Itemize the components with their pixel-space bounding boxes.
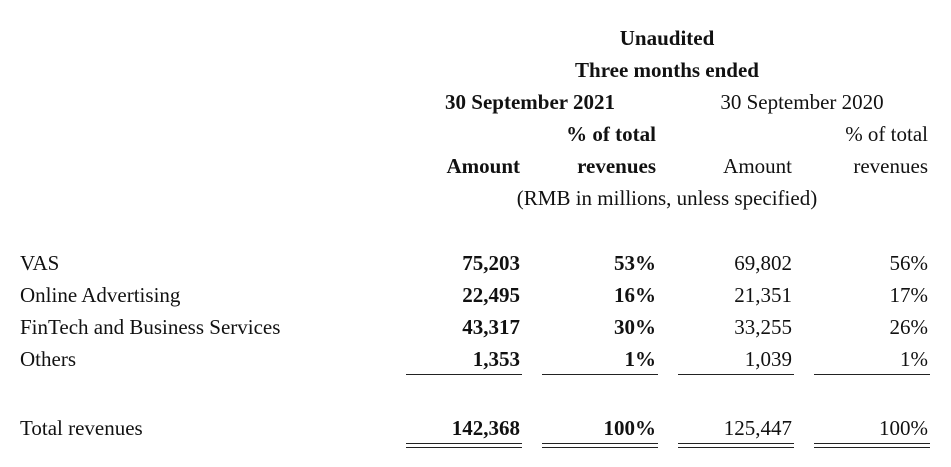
pct-2020-cell: 1% [900, 347, 928, 371]
total-double-rule [542, 443, 658, 444]
amount-label-prior: Amount [723, 154, 792, 178]
total-double-rule [678, 447, 794, 448]
date-current-heading: 30 September 2021 [445, 90, 615, 114]
pct-2021-cell: 53% [614, 251, 656, 275]
total-amount-2020: 125,447 [723, 416, 792, 440]
pct-2020-cell: 56% [889, 251, 929, 275]
row-label: VAS [20, 251, 60, 275]
subtotal-rule [406, 374, 522, 375]
amount-2020-cell: 21,351 [734, 283, 792, 307]
row-label: Others [20, 347, 76, 371]
pct-top-prior: % of total [845, 122, 928, 146]
amount-2021-cell: 43,317 [462, 315, 520, 339]
total-double-rule [678, 443, 794, 444]
audit-status-heading: Unaudited [619, 26, 715, 50]
subtotal-rule [542, 374, 658, 375]
total-double-rule [542, 447, 658, 448]
pct-2020-cell: 17% [889, 283, 929, 307]
amount-2020-cell: 69,802 [734, 251, 792, 275]
pct-2021-cell: 16% [614, 283, 656, 307]
amount-2020-cell: 1,039 [744, 347, 792, 371]
amount-label-current: Amount [446, 154, 520, 178]
pct-2021-cell: 30% [614, 315, 656, 339]
pct-bottom-prior: revenues [853, 154, 928, 178]
total-double-rule [814, 447, 930, 448]
amount-2021-cell: 1,353 [472, 347, 520, 371]
total-pct-2020: 100% [879, 416, 928, 440]
units-note: (RMB in millions, unless specified) [516, 186, 818, 210]
pct-bottom-current: revenues [577, 154, 656, 178]
pct-2021-cell: 1% [624, 347, 657, 371]
amount-2021-cell: 22,495 [462, 283, 520, 307]
pct-2020-cell: 26% [889, 315, 929, 339]
row-label: FinTech and Business Services [20, 315, 281, 339]
total-double-rule [406, 443, 522, 444]
total-label: Total revenues [20, 416, 143, 440]
amount-2020-cell: 33,255 [734, 315, 792, 339]
pct-top-current: % of total [566, 122, 656, 146]
amount-2021-cell: 75,203 [462, 251, 520, 275]
subtotal-rule [678, 374, 794, 375]
row-label: Online Advertising [20, 283, 181, 307]
date-prior-heading: 30 September 2020 [720, 90, 884, 114]
period-heading: Three months ended [575, 58, 759, 82]
total-double-rule [406, 447, 522, 448]
subtotal-rule [814, 374, 930, 375]
total-double-rule [814, 443, 930, 444]
total-pct-2021: 100% [603, 416, 657, 440]
total-amount-2021: 142,368 [451, 416, 520, 440]
